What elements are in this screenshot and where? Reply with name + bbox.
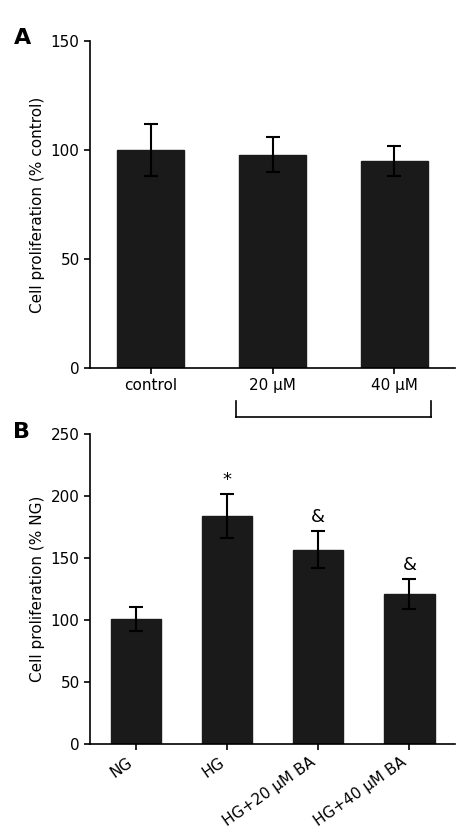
Bar (293, 549, 343, 744)
Bar (118, 151, 184, 368)
Bar (384, 594, 435, 744)
Y-axis label: Cell proliferation (% NG): Cell proliferation (% NG) (30, 496, 45, 682)
Bar (202, 516, 252, 744)
Text: Normal glucose  (NG): Normal glucose (NG) (182, 499, 364, 514)
Text: A: A (13, 28, 31, 48)
Text: B: B (13, 422, 30, 442)
Y-axis label: Cell proliferation (% control): Cell proliferation (% control) (30, 97, 45, 313)
Text: &: & (402, 557, 417, 574)
Bar (110, 619, 161, 744)
Text: BA: BA (323, 440, 344, 455)
Text: *: * (222, 471, 231, 489)
Text: &: & (311, 508, 325, 526)
Bar (361, 161, 428, 368)
Bar (239, 155, 306, 368)
